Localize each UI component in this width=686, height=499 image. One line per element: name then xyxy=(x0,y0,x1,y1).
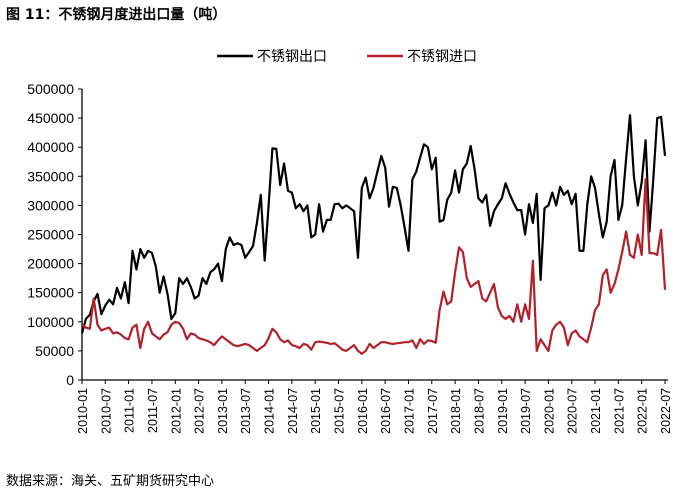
x-tick-label: 2021-01 xyxy=(589,388,603,434)
x-tick-label: 2018-01 xyxy=(449,388,463,434)
series-line-export xyxy=(80,114,667,334)
series-line-import xyxy=(81,178,667,355)
y-tick-label: 250000 xyxy=(27,227,74,243)
x-tick-label: 2010-07 xyxy=(99,388,113,434)
x-tick-label: 2015-01 xyxy=(309,388,323,434)
legend-label: 不锈钢进口 xyxy=(407,48,477,64)
legend-label: 不锈钢出口 xyxy=(257,48,327,64)
y-tick-label: 200000 xyxy=(27,256,74,272)
y-tick-label: 450000 xyxy=(27,110,74,126)
x-tick-label: 2012-07 xyxy=(193,388,207,434)
x-tick-label: 2016-07 xyxy=(379,388,393,434)
y-tick-label: 400000 xyxy=(27,139,74,155)
x-tick-label: 2019-01 xyxy=(496,388,510,434)
x-tick-label: 2014-01 xyxy=(263,388,277,434)
x-tick-label: 2022-07 xyxy=(659,388,673,434)
y-tick-label: 150000 xyxy=(27,285,74,301)
chart-title: 图 11：不锈钢月度进出口量（吨） xyxy=(6,7,227,23)
y-tick-label: 350000 xyxy=(27,168,74,184)
x-tick-label: 2010-01 xyxy=(76,388,90,434)
y-tick-label: 100000 xyxy=(27,314,74,330)
x-tick-label: 2013-01 xyxy=(216,388,230,434)
x-tick-label: 2017-07 xyxy=(426,388,440,434)
x-tick-label: 2012-01 xyxy=(169,388,183,434)
x-tick-label: 2022-01 xyxy=(636,388,650,434)
x-tick-label: 2017-01 xyxy=(402,388,416,434)
x-tick-label: 2020-01 xyxy=(542,388,556,434)
x-tick-label: 2014-07 xyxy=(286,388,300,434)
line-chart: 0 50000 100000 150000 200000 250000 300000 3500… xyxy=(27,48,673,434)
y-tick-label: 50000 xyxy=(35,343,74,359)
y-tick-label: 300000 xyxy=(27,197,74,213)
x-tick-label: 2021-07 xyxy=(612,388,626,434)
x-tick-label: 2019-07 xyxy=(519,388,533,434)
x-tick-label: 2018-07 xyxy=(472,388,486,434)
x-tick-label: 2015-07 xyxy=(333,388,347,434)
y-tick-label: 500000 xyxy=(27,81,74,97)
x-tick-label: 2016-01 xyxy=(356,388,370,434)
x-tick-label: 2011-07 xyxy=(146,388,160,433)
x-tick-label: 2020-07 xyxy=(566,388,580,434)
x-tick-label: 2013-07 xyxy=(239,388,253,434)
y-tick-label: 0 xyxy=(66,372,74,388)
x-tick-label: 2011-01 xyxy=(123,388,137,433)
source-note: 数据来源：海关、五矿期货研究中心 xyxy=(6,474,215,489)
